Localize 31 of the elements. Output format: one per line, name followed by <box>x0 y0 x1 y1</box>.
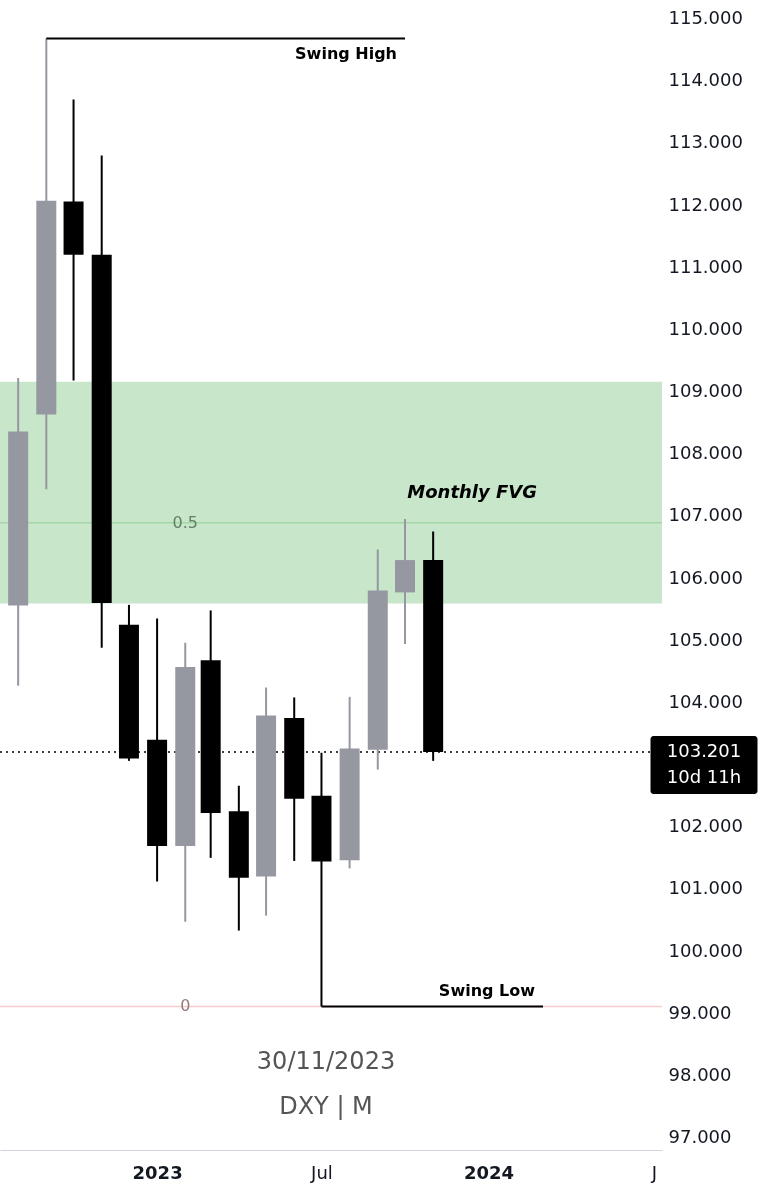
y-tick-label: 112.000 <box>668 193 743 215</box>
annotation: 0.5 <box>172 512 198 532</box>
annotation: DXY | M <box>279 1092 373 1120</box>
y-tick-label: 99.000 <box>668 1001 732 1023</box>
y-tick-label: 108.000 <box>668 442 743 464</box>
y-tick-label: 110.000 <box>668 317 743 339</box>
y-tick-label: 106.000 <box>668 566 743 588</box>
y-tick-label: 98.000 <box>668 1063 732 1085</box>
annotation: 30/11/2023 <box>256 1047 396 1075</box>
y-tick-label: 107.000 <box>668 504 743 526</box>
y-tick-label: 111.000 <box>668 255 743 277</box>
band-label: Monthly FVG <box>407 480 537 502</box>
y-tick-label: 113.000 <box>668 131 743 153</box>
annotation: 0 <box>180 996 191 1016</box>
y-tick-label: 115.000 <box>668 7 743 29</box>
x-tick-label: 2023 <box>132 1161 183 1183</box>
series-label: Swing Low <box>438 981 536 1001</box>
y-tick-label: 114.000 <box>668 69 743 91</box>
y-tick-label: 104.000 <box>668 690 743 712</box>
x-tick-label: 2024 <box>464 1161 515 1183</box>
y-tick-label: 102.000 <box>668 815 743 837</box>
y-tick-label: 105.000 <box>668 628 743 650</box>
x-tick-label: Jul <box>310 1161 333 1183</box>
y-tick-label: 109.000 <box>668 380 743 402</box>
ref-line-label: 103.201 <box>666 740 742 762</box>
y-tick-label: 101.000 <box>668 877 743 899</box>
text: 10d 11h <box>666 766 742 788</box>
series-label: Swing High <box>295 43 398 63</box>
x-tick-label: J <box>650 1161 657 1183</box>
y-tick-label: 97.000 <box>668 1126 732 1148</box>
y-tick-label: 100.000 <box>668 939 743 961</box>
